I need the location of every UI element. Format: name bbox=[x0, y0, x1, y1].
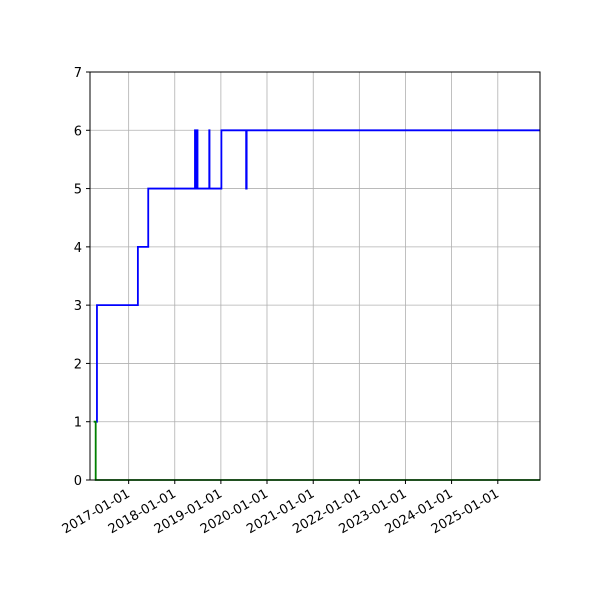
series-1-line bbox=[96, 129, 540, 423]
y-tick-label: 2 bbox=[74, 357, 82, 372]
y-tick-label: 5 bbox=[74, 183, 82, 198]
y-tick-label: 4 bbox=[74, 241, 82, 256]
y-tick-label: 0 bbox=[74, 474, 82, 489]
plot-frame bbox=[89, 71, 541, 481]
y-axis: 0 1 2 3 4 5 6 7 bbox=[74, 66, 90, 489]
y-tick-label: 1 bbox=[74, 416, 82, 431]
y-tick-label: 3 bbox=[74, 299, 82, 314]
y-tick-label: 6 bbox=[74, 124, 82, 139]
y-tick-label: 7 bbox=[74, 66, 82, 81]
